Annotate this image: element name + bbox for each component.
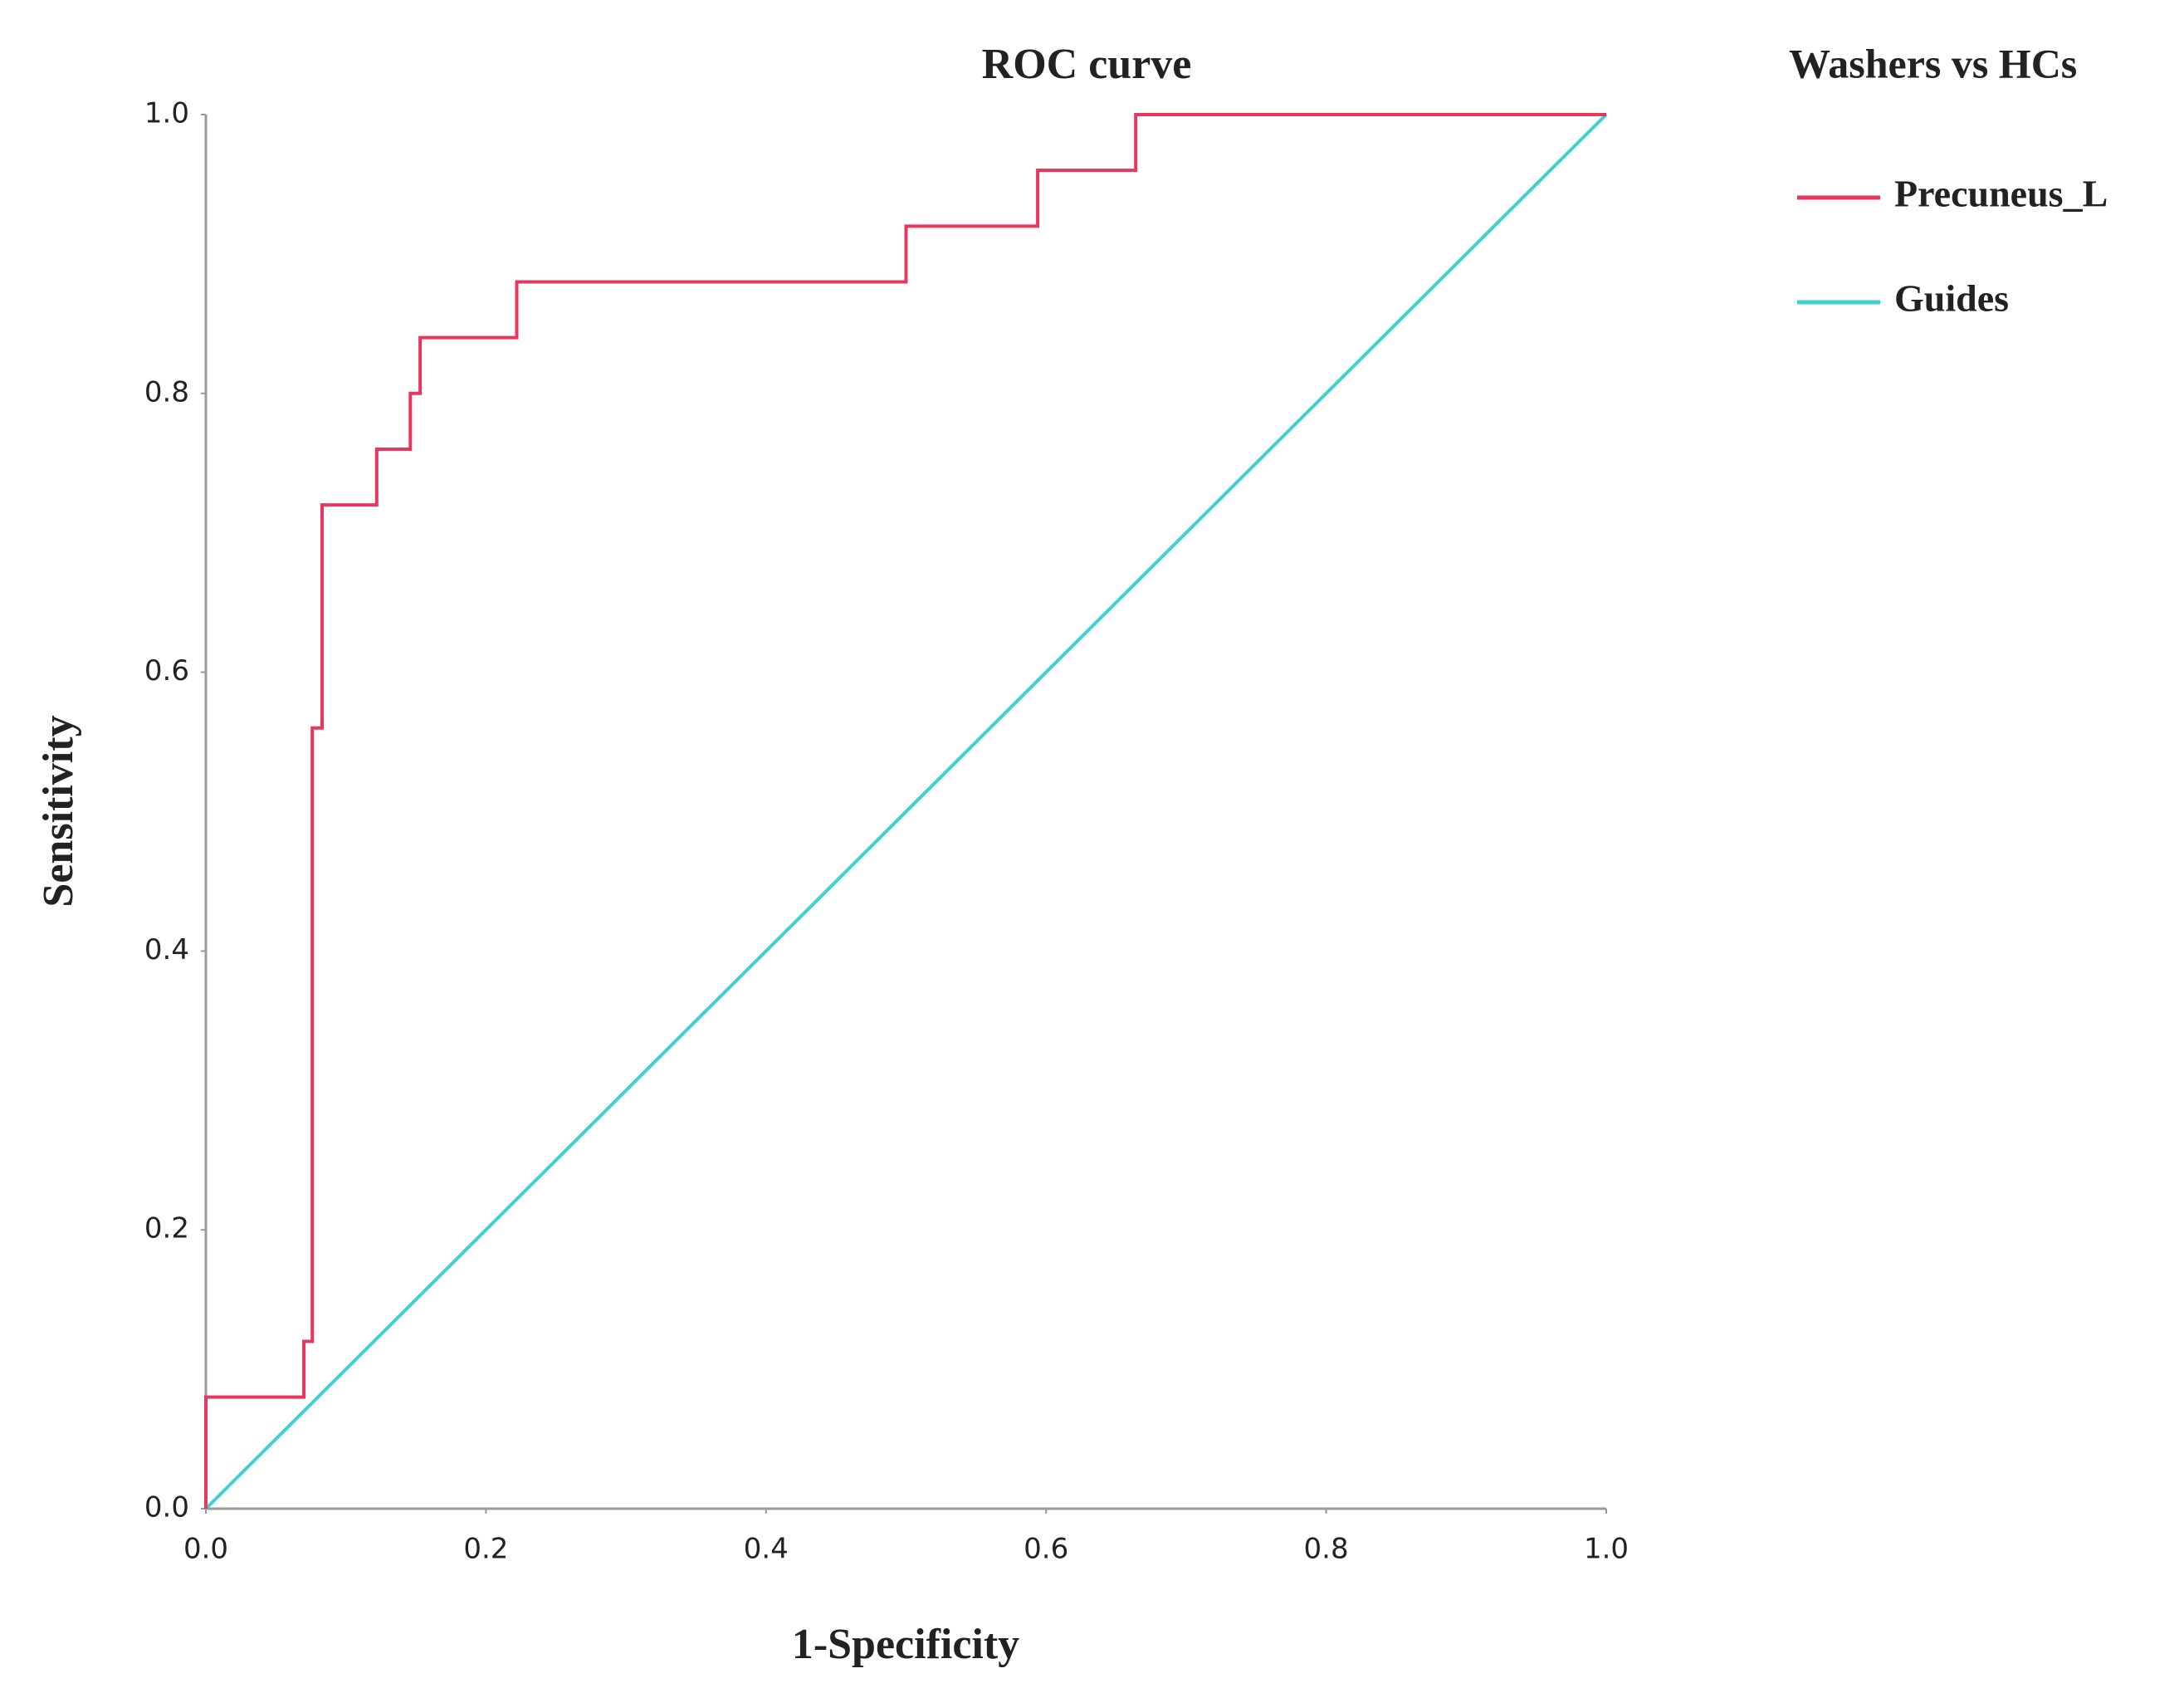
roc-line	[204, 113, 1608, 1510]
x-tick-label: 0.0	[183, 1533, 228, 1566]
y-tick-label: 0.2	[144, 1212, 189, 1245]
chart-title: ROC curve	[982, 41, 1192, 88]
x-tick-label: 0.2	[463, 1533, 508, 1566]
x-axis-label: 1-Specificity	[792, 1621, 1019, 1668]
y-tick-label: 0.0	[144, 1491, 189, 1524]
legend-title: Washers vs HCs	[1789, 40, 2077, 86]
y-axis-label: Sensitivity	[35, 715, 82, 907]
y-tick-label: 1.0	[144, 97, 189, 130]
y-tick-label: 0.4	[144, 933, 189, 966]
x-tick-label: 0.4	[744, 1533, 789, 1566]
x-tick-label: 0.6	[1024, 1533, 1068, 1566]
x-tick-label: 0.8	[1304, 1533, 1349, 1566]
x-tick-label: 1.0	[1584, 1533, 1629, 1566]
y-tick-label: 0.8	[144, 375, 189, 409]
legend-label: Precuneus_L	[1894, 173, 2108, 215]
roc-line	[204, 113, 1606, 1509]
legend-label: Guides	[1894, 277, 2009, 320]
y-tick-label: 0.6	[144, 654, 189, 687]
